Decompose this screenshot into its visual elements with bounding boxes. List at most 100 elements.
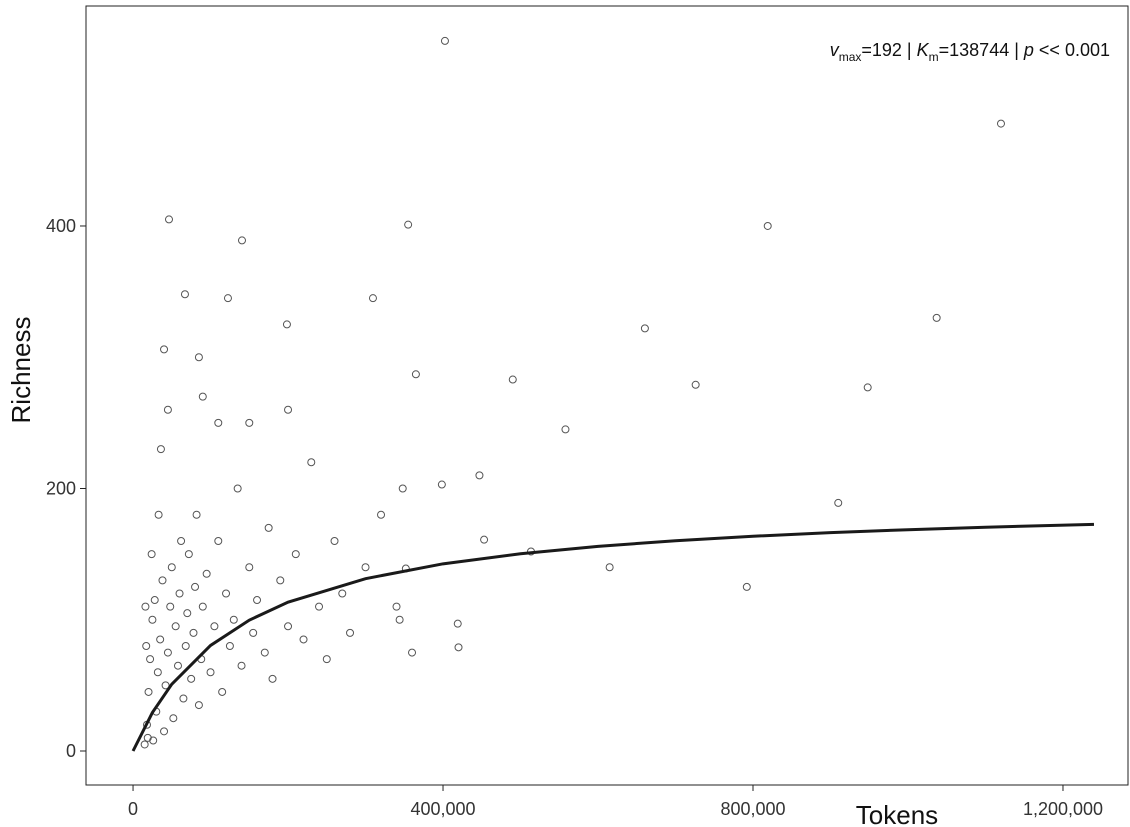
annotation-part: v — [830, 40, 840, 60]
annotation-part: m — [929, 50, 939, 64]
point — [161, 681, 170, 690]
point — [763, 221, 772, 230]
point — [691, 380, 700, 389]
point — [214, 536, 223, 545]
point — [454, 643, 463, 652]
point — [158, 576, 167, 585]
point — [284, 622, 293, 631]
point — [189, 628, 198, 637]
point — [164, 215, 173, 224]
point — [605, 563, 614, 572]
x-tick-label: 0 — [128, 799, 138, 819]
point — [404, 220, 413, 229]
point — [180, 290, 189, 299]
point — [863, 383, 872, 392]
point — [160, 345, 169, 354]
annotation-part: K — [917, 40, 930, 60]
point — [245, 418, 254, 427]
point — [218, 687, 227, 696]
point — [181, 642, 190, 651]
point — [191, 582, 200, 591]
point — [932, 313, 941, 322]
point — [237, 236, 246, 245]
point — [307, 458, 316, 467]
point — [225, 642, 234, 651]
point — [338, 589, 347, 598]
point — [229, 615, 238, 624]
point — [377, 510, 386, 519]
point — [149, 736, 158, 745]
point — [140, 740, 149, 749]
point — [640, 324, 649, 333]
annotation-part: max — [839, 50, 862, 64]
point — [175, 589, 184, 598]
point — [260, 648, 269, 657]
plot-frame — [85, 5, 1129, 786]
point — [368, 294, 377, 303]
point — [453, 619, 462, 628]
point — [179, 694, 188, 703]
annotation-part: =138744 | — [939, 40, 1024, 60]
point — [245, 563, 254, 572]
point — [299, 635, 308, 644]
point — [210, 622, 219, 631]
point — [166, 602, 175, 611]
point — [276, 576, 285, 585]
point — [742, 582, 751, 591]
point — [392, 602, 401, 611]
annotation-part: p — [1023, 40, 1034, 60]
point — [142, 642, 151, 651]
point — [156, 445, 165, 454]
fit-line — [131, 522, 1095, 752]
point — [346, 628, 355, 637]
point — [187, 674, 196, 683]
point — [291, 550, 300, 559]
point — [440, 36, 449, 45]
point — [156, 635, 165, 644]
y-tick-label: 200 — [46, 478, 76, 498]
point — [408, 648, 417, 657]
point — [144, 687, 153, 696]
point — [167, 563, 176, 572]
annotation-part: << 0.001 — [1034, 40, 1110, 60]
point — [268, 674, 277, 683]
point — [284, 405, 293, 414]
point — [249, 628, 258, 637]
point — [996, 119, 1005, 128]
point — [282, 320, 291, 329]
point — [171, 622, 180, 631]
y-tick-label: 400 — [46, 216, 76, 236]
point — [508, 375, 517, 384]
point — [147, 550, 156, 559]
point — [150, 596, 159, 605]
point — [411, 370, 420, 379]
point — [561, 425, 570, 434]
point — [395, 615, 404, 624]
x-tick-label: 1,200,000 — [1023, 799, 1103, 819]
point — [141, 602, 150, 611]
point — [222, 589, 231, 598]
point — [330, 536, 339, 545]
x-tick-label: 800,000 — [720, 799, 785, 819]
point — [177, 536, 186, 545]
point — [173, 661, 182, 670]
annotation-part: =192 | — [861, 40, 916, 60]
point — [322, 655, 331, 664]
point — [214, 418, 223, 427]
point — [183, 609, 192, 618]
point — [184, 550, 193, 559]
point — [148, 615, 157, 624]
point — [223, 294, 232, 303]
point — [480, 535, 489, 544]
point — [160, 727, 169, 736]
y-tick-label: 0 — [66, 741, 76, 761]
point — [163, 648, 172, 657]
point — [192, 510, 201, 519]
x-axis-title: Tokens — [856, 800, 938, 827]
y-axis-title: Richness — [6, 317, 36, 424]
point — [194, 353, 203, 362]
point — [834, 498, 843, 507]
point — [146, 655, 155, 664]
